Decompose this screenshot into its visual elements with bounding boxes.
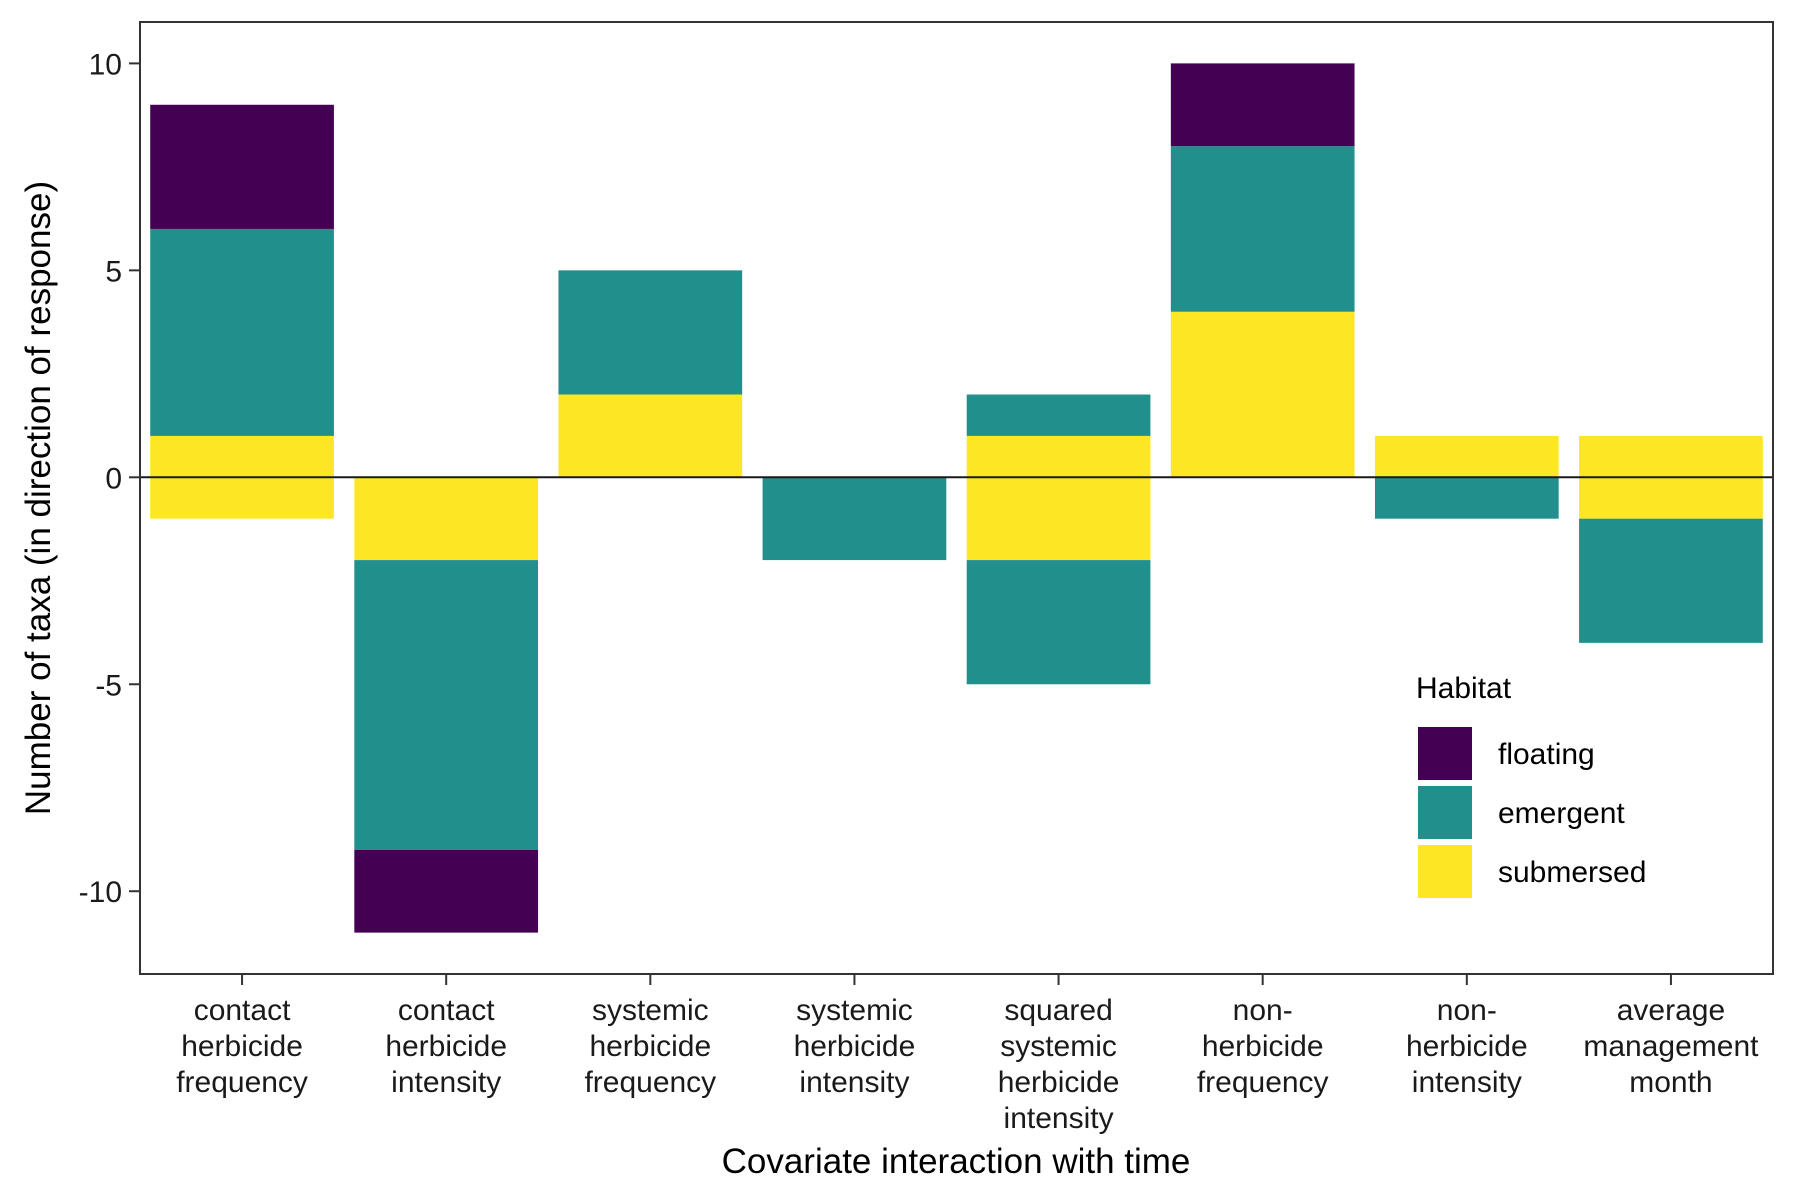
y-axis-title: Number of taxa (in direction of response…	[19, 181, 58, 815]
legend-label-floating: floating	[1498, 738, 1595, 771]
bar-emergent-positive-2	[558, 270, 743, 395]
bar-emergent-negative-3	[762, 477, 947, 561]
bar-emergent-negative-7	[1579, 518, 1763, 643]
x-tick-label-line: intensity	[391, 1066, 501, 1099]
x-tick-label-line: average	[1617, 994, 1725, 1027]
x-tick-label: systemic herbicide frequency	[584, 994, 716, 1099]
legend-label-submersed: submersed	[1498, 856, 1646, 889]
bar-submersed-positive-5	[1170, 311, 1355, 478]
y-tick-label: -5	[95, 669, 122, 702]
x-tick-label-line: contact	[398, 994, 495, 1027]
legend-title: Habitat	[1416, 672, 1512, 705]
x-tick-label-line: contact	[194, 994, 291, 1027]
x-tick-label: squared systemic herbicide intensity	[998, 994, 1120, 1135]
bar-emergent-negative-6	[1374, 477, 1559, 519]
legend-key-floating	[1418, 727, 1472, 780]
bars-layer	[150, 63, 1763, 933]
bar-floating-positive-0	[150, 104, 334, 229]
x-tick-label-line: intensity	[1412, 1066, 1522, 1099]
x-tick-label-line: herbicide	[998, 1066, 1120, 1099]
x-tick-label-line: frequency	[176, 1066, 308, 1099]
y-tick-label: -10	[79, 876, 122, 909]
bar-submersed-positive-6	[1374, 435, 1559, 478]
bar-emergent-negative-1	[354, 560, 539, 850]
x-tick-label-line: non-	[1233, 994, 1293, 1027]
y-tick-label: 5	[105, 255, 122, 288]
y-tick-label: 0	[105, 462, 122, 495]
bar-submersed-negative-4	[966, 477, 1151, 561]
bar-submersed-negative-7	[1579, 477, 1763, 519]
x-tick-label-line: systemic	[1000, 1030, 1117, 1063]
x-tick-label-line: intensity	[1004, 1102, 1114, 1135]
x-tick-label: contact herbicide intensity	[385, 994, 507, 1099]
x-tick-label-line: herbicide	[589, 1030, 711, 1063]
bar-submersed-negative-1	[354, 477, 539, 561]
x-tick-label-line: frequency	[584, 1066, 716, 1099]
x-tick-label: systemic herbicide intensity	[794, 994, 916, 1099]
y-tick-label: 10	[89, 48, 122, 81]
x-tick-label: non-herbicide intensity	[1406, 994, 1528, 1099]
x-tick-label: contact herbicide frequency	[176, 994, 308, 1099]
x-tick-label-line: systemic	[592, 994, 709, 1027]
bar-emergent-positive-0	[150, 228, 334, 436]
legend-key-submersed	[1418, 845, 1472, 898]
plot-panel-border	[139, 21, 1774, 975]
bar-submersed-positive-0	[150, 435, 334, 478]
bar-emergent-positive-5	[1170, 146, 1355, 312]
legend-key-emergent	[1418, 786, 1472, 839]
x-tick-label-line: herbicide	[181, 1030, 303, 1063]
bar-floating-negative-1	[354, 849, 539, 933]
x-tick-label-line: herbicide	[794, 1030, 916, 1063]
x-tick-label-line: herbicide	[1406, 1030, 1528, 1063]
x-tick-label-line: intensity	[799, 1066, 909, 1099]
x-tick-label-line: herbicide	[385, 1030, 507, 1063]
bar-emergent-positive-4	[966, 394, 1151, 436]
y-axis: -10 -5 0 5 10	[79, 48, 140, 909]
x-tick-label: non-herbicide frequency	[1197, 994, 1329, 1099]
bar-submersed-positive-4	[966, 435, 1151, 478]
bar-emergent-negative-4	[966, 560, 1151, 685]
x-tick-label-line: month	[1629, 1066, 1712, 1099]
bar-submersed-positive-7	[1579, 435, 1763, 478]
x-axis-title: Covariate interaction with time	[722, 1142, 1191, 1181]
bar-floating-positive-5	[1170, 63, 1355, 147]
x-tick-label-line: management	[1583, 1030, 1759, 1063]
x-tick-label-line: frequency	[1197, 1066, 1329, 1099]
x-tick-label-line: systemic	[796, 994, 913, 1027]
x-tick-label: average management month	[1583, 994, 1759, 1099]
legend: Habitat floating emergent submersed	[1416, 672, 1646, 898]
x-tick-label-line: non-	[1437, 994, 1497, 1027]
bar-submersed-positive-2	[558, 394, 743, 478]
legend-label-emergent: emergent	[1498, 797, 1625, 830]
x-tick-label-line: herbicide	[1202, 1030, 1324, 1063]
x-tick-label-line: squared	[1004, 994, 1112, 1027]
bar-submersed-negative-0	[150, 477, 334, 519]
